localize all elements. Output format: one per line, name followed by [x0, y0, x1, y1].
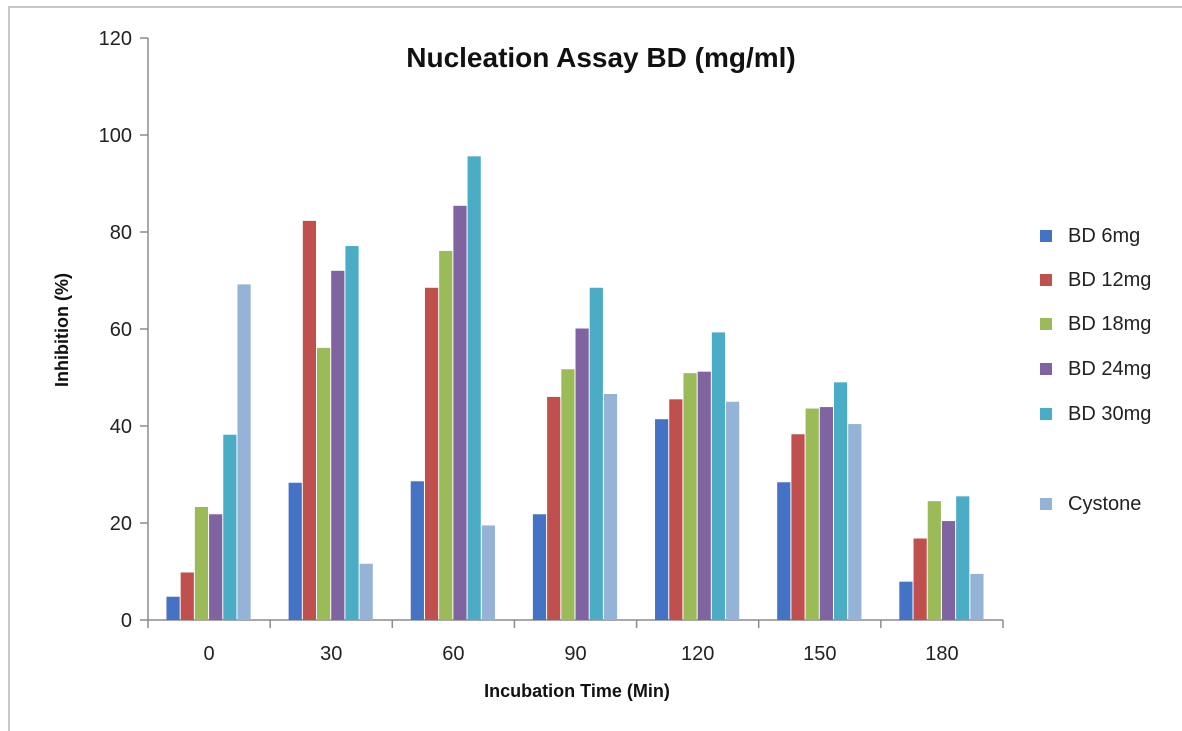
bar-bd-6mg-0 [166, 596, 180, 620]
frame-top-border [8, 6, 1182, 8]
bar-bd-12mg-60 [424, 287, 439, 620]
legend: BD 6mg BD 12mg BD 18mg BD 24mg BD 30mg Cyston… [1040, 225, 1151, 515]
x-tick-label: 150 [803, 643, 836, 665]
y-tick-label: 60 [110, 319, 132, 341]
bar-bd-24mg-90 [575, 328, 589, 620]
bar-bd-6mg-120 [655, 419, 669, 620]
bar-bd-6mg-180 [899, 581, 913, 620]
bar-bd-12mg-120 [669, 399, 683, 620]
legend-swatch [1040, 498, 1052, 510]
bar-bd-24mg-0 [209, 514, 223, 620]
bar-bd-12mg-150 [791, 434, 805, 620]
bar-cystone-120 [726, 401, 740, 620]
bar-bd-30mg-180 [956, 496, 970, 620]
legend-label: BD 12mg [1068, 269, 1151, 291]
bar-cystone-90 [603, 393, 618, 620]
bar-bd-18mg-30 [317, 347, 331, 620]
y-tick-label: 40 [110, 416, 132, 438]
bars [166, 156, 984, 621]
legend-swatch [1040, 230, 1052, 242]
bar-bd-6mg-30 [288, 482, 302, 620]
bar-cystone-150 [848, 424, 862, 620]
bar-bd-6mg-90 [532, 514, 547, 620]
x-tick-label: 60 [442, 643, 464, 665]
bar-bd-6mg-150 [777, 482, 791, 620]
bar-bd-12mg-0 [180, 572, 194, 620]
bar-bd-30mg-30 [345, 246, 359, 620]
bar-cystone-0 [237, 284, 251, 620]
y-tick-label: 100 [99, 125, 132, 147]
bar-bd-18mg-60 [439, 250, 453, 621]
bar-bd-24mg-120 [697, 371, 711, 620]
legend-label: BD 30mg [1068, 403, 1151, 425]
bar-cystone-30 [359, 563, 373, 620]
x-axis-title: Incubation Time (Min) [484, 681, 670, 701]
bar-bd-18mg-0 [194, 507, 209, 620]
x-tick-label: 30 [320, 643, 342, 665]
x-tick-label: 120 [681, 643, 714, 665]
bar-bd-18mg-120 [683, 373, 697, 620]
bar-bd-24mg-60 [453, 205, 467, 620]
bar-bd-30mg-150 [833, 382, 848, 620]
bar-bd-12mg-180 [913, 538, 927, 620]
bar-bd-12mg-90 [547, 396, 561, 620]
bar-bd-30mg-60 [467, 156, 481, 620]
chart-title: Nucleation Assay BD (mg/ml) [406, 42, 795, 73]
x-tick-label: 180 [925, 643, 958, 665]
bar-bd-30mg-120 [711, 332, 726, 620]
y-tick-label: 0 [121, 610, 132, 632]
bar-bd-30mg-0 [223, 434, 237, 620]
x-tick-label: 0 [204, 643, 215, 665]
bar-bd-18mg-150 [805, 408, 819, 620]
bar-bd-24mg-180 [941, 521, 956, 620]
bar-bd-30mg-90 [589, 287, 603, 620]
bar-cystone-60 [481, 525, 495, 620]
bar-bd-24mg-150 [819, 407, 833, 620]
bar-bd-24mg-30 [331, 270, 345, 620]
legend-swatch [1040, 408, 1052, 420]
legend-label: Cystone [1068, 493, 1141, 515]
x-tick-label: 90 [564, 643, 586, 665]
bar-bd-12mg-30 [302, 220, 317, 620]
y-tick-label: 80 [110, 222, 132, 244]
legend-swatch [1040, 274, 1052, 286]
bar-bd-18mg-180 [927, 501, 941, 620]
legend-label: BD 6mg [1068, 225, 1140, 247]
legend-swatch [1040, 318, 1052, 330]
bar-bd-6mg-60 [410, 481, 424, 620]
legend-label: BD 18mg [1068, 313, 1151, 335]
y-tick-label: 20 [110, 513, 132, 535]
y-axis-title: Inhibition (%) [52, 273, 72, 387]
bar-bd-18mg-90 [561, 369, 575, 620]
bar-cystone-180 [970, 573, 984, 620]
y-tick-label: 120 [99, 28, 132, 50]
legend-label: BD 24mg [1068, 358, 1151, 380]
frame-left-border [8, 6, 10, 731]
legend-swatch [1040, 363, 1052, 375]
